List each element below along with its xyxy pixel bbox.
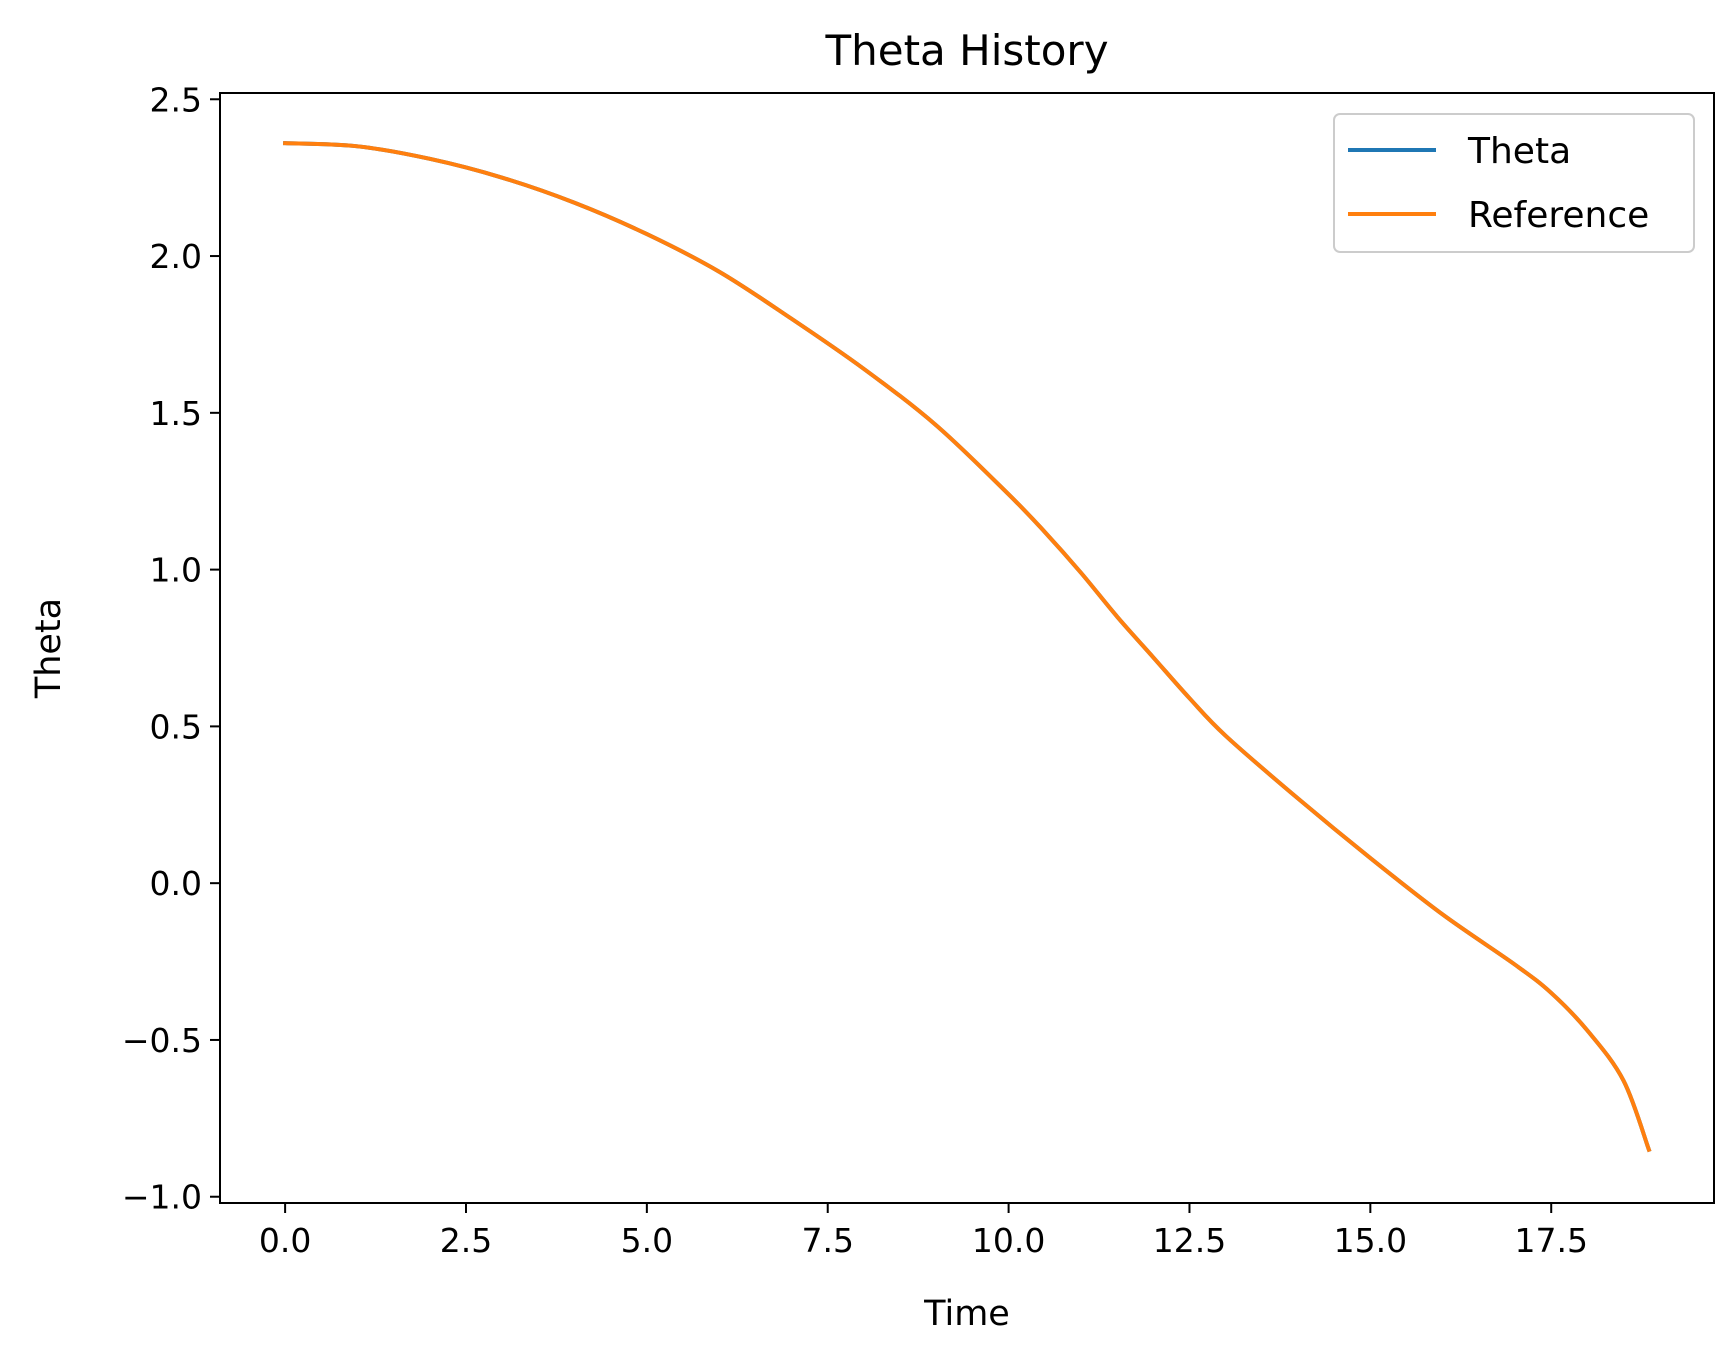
y-tick-label: 2.5 xyxy=(150,80,202,119)
x-axis-label: Time xyxy=(923,1294,1010,1334)
y-tick-label: −1.0 xyxy=(122,1178,202,1217)
y-tick-label: −0.5 xyxy=(122,1021,202,1060)
x-tick-label: 17.5 xyxy=(1514,1221,1587,1260)
x-tick-label: 15.0 xyxy=(1334,1221,1407,1260)
x-tick-label: 10.0 xyxy=(972,1221,1045,1260)
y-tick-label: 2.0 xyxy=(150,237,202,276)
x-axis: 0.0 2.5 5.0 7.5 10.0 12.5 15.0 17.5 xyxy=(259,1203,1588,1260)
y-tick-label: 1.5 xyxy=(150,394,202,433)
legend-label-reference: Reference xyxy=(1468,195,1649,236)
legend: Theta Reference xyxy=(1333,113,1695,253)
x-tick-label: 5.0 xyxy=(621,1221,673,1260)
series-line-reference xyxy=(283,141,1652,1153)
y-axis: −1.0 −0.5 0.0 0.5 1.0 1.5 2.0 2.5 xyxy=(122,80,220,1217)
x-tick-label: 12.5 xyxy=(1153,1221,1226,1260)
y-axis-label: Theta xyxy=(29,598,69,699)
legend-label-theta: Theta xyxy=(1467,131,1571,172)
x-tick-label: 2.5 xyxy=(440,1221,492,1260)
x-tick-label: 0.0 xyxy=(259,1221,311,1260)
chart-title: Theta History xyxy=(824,26,1108,75)
y-tick-label: 1.0 xyxy=(150,551,202,590)
y-tick-label: 0.5 xyxy=(150,707,202,746)
plot-lines xyxy=(283,141,1652,1153)
y-tick-label: 0.0 xyxy=(150,864,202,903)
x-tick-label: 7.5 xyxy=(801,1221,853,1260)
plot-frame xyxy=(219,92,1715,1204)
